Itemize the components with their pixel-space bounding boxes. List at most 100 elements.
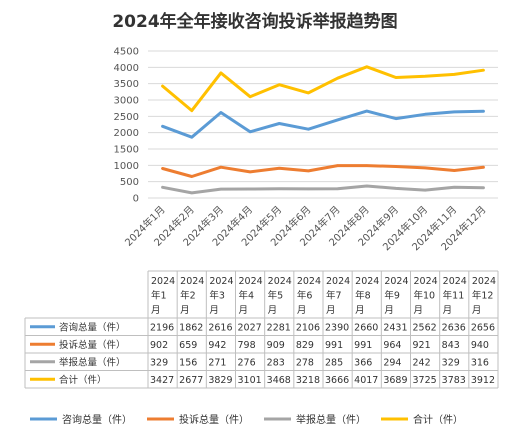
table-value-cell: 276 (238, 357, 256, 368)
table-header-cell: 2024 (268, 276, 292, 287)
data-point (248, 130, 252, 133)
table-value-cell: 942 (208, 340, 226, 351)
table-value-cell: 2431 (383, 322, 407, 333)
y-tick-label: 2000 (114, 128, 139, 139)
table-header-cell: 月 (268, 305, 278, 316)
table-header-cell: 2024 (355, 276, 379, 287)
table-header-cell: 2024 (326, 276, 350, 287)
data-point (161, 186, 164, 189)
data-point (394, 187, 398, 190)
data-point (248, 95, 252, 98)
data-point (190, 135, 193, 139)
table-value-cell: 3427 (150, 375, 174, 386)
data-point (482, 186, 485, 189)
data-point (278, 187, 281, 190)
table-header-cell: 年12 (472, 290, 494, 302)
data-point (482, 69, 485, 72)
table-header-cell: 月 (209, 305, 219, 316)
table-header-cell: 月 (355, 305, 365, 316)
table-header-cell: 2024 (472, 276, 496, 287)
series-line-3 (161, 184, 485, 195)
table-header-cell: 年8 (355, 290, 371, 302)
table-header-cell: 年5 (268, 290, 284, 302)
data-point (219, 187, 223, 191)
table-header-cell: 月 (414, 305, 424, 316)
legend-label: 咨询总量（件） (62, 413, 132, 426)
data-point (307, 169, 310, 173)
table-header-cell: 2024 (180, 276, 204, 287)
data-point (482, 166, 485, 169)
table-value-cell: 964 (383, 340, 401, 351)
table-header-cell: 2024 (151, 276, 175, 287)
data-point (394, 76, 398, 79)
table-value-cell: 3829 (208, 375, 232, 386)
data-point (161, 125, 164, 128)
gridlines (148, 50, 498, 199)
data-point (423, 75, 427, 78)
table-value-cell: 3725 (413, 375, 437, 386)
table-value-cell: 329 (150, 357, 168, 368)
data-point (453, 110, 456, 114)
data-point (307, 187, 310, 191)
table-value-cell: 1862 (179, 322, 203, 333)
table-header-cell: 2024 (297, 276, 321, 287)
table-value-cell: 4017 (354, 375, 378, 386)
data-point (336, 187, 339, 190)
table-value-cell: 2106 (296, 322, 320, 333)
data-point (365, 164, 368, 167)
table-header-cell: 年2 (180, 290, 196, 302)
table-value-cell: 278 (296, 357, 314, 368)
table-header-cell: 年1 (151, 290, 167, 302)
table-value-cell: 2616 (208, 322, 232, 333)
chart-title: 2024年全年接收咨询投诉举报趋势图 (112, 11, 397, 32)
table-value-cell: 940 (471, 340, 489, 351)
y-tick-label: 4000 (114, 63, 139, 74)
data-point (394, 165, 398, 168)
y-tick-label: 1500 (114, 145, 139, 156)
data-point (453, 169, 456, 172)
data-point (278, 83, 281, 86)
data-point (453, 73, 456, 76)
data-point (365, 65, 368, 68)
table-value-cell: 283 (267, 357, 285, 368)
table-value-cell: 3101 (238, 375, 262, 386)
legend: 咨询总量（件） 投诉总量（件） 举报总量（件） 合计（件） (30, 413, 463, 426)
table-value-cell: 843 (442, 340, 460, 351)
data-point (219, 166, 223, 169)
data-point (278, 122, 281, 125)
table-header-cell: 2024 (443, 276, 467, 287)
data-point (423, 166, 427, 170)
series-line-1 (161, 109, 485, 139)
table-value-cell: 242 (413, 357, 431, 368)
table-header-cell: 2024 (239, 276, 263, 287)
table-value-cell: 2027 (238, 322, 262, 333)
table-value-cell: 156 (179, 357, 197, 368)
table-series-name: 咨询总量（件） (59, 321, 126, 333)
table-header-cell: 月 (297, 305, 307, 316)
table-value-cell: 2677 (179, 375, 203, 386)
data-point (336, 77, 339, 80)
table-header-cell: 2024 (209, 276, 233, 287)
table-series-name: 投诉总量（件） (59, 339, 126, 351)
table-header-cell: 月 (151, 305, 161, 316)
table-value-cell: 294 (383, 357, 401, 368)
legend-label: 合计（件） (413, 413, 463, 426)
series-line-2 (161, 164, 485, 178)
table-value-cell: 2196 (150, 322, 174, 333)
table-value-cell: 2562 (413, 322, 437, 333)
table-header-cell: 2024 (384, 276, 408, 287)
y-tick-label: 2500 (114, 112, 139, 123)
data-point (161, 167, 164, 170)
data-table: 2024 年1 月 2024 年2 月 2024 年3 月 2024 年4 月 2024 年5 月 2024 年… (24, 270, 499, 389)
data-point (482, 110, 485, 113)
y-axis-ticks: 0 500 1000 1500 2000 2500 3000 3500 4000 4500 (114, 47, 139, 205)
table-value-cell: 659 (179, 340, 197, 351)
table-header-cell: 年7 (326, 290, 342, 302)
table-header-cell: 月 (326, 305, 336, 316)
y-tick-label: 500 (120, 177, 139, 188)
data-point (423, 113, 427, 116)
data-point (336, 118, 339, 122)
table-value-cell: 2656 (471, 322, 495, 333)
y-tick-label: 0 (133, 194, 139, 205)
